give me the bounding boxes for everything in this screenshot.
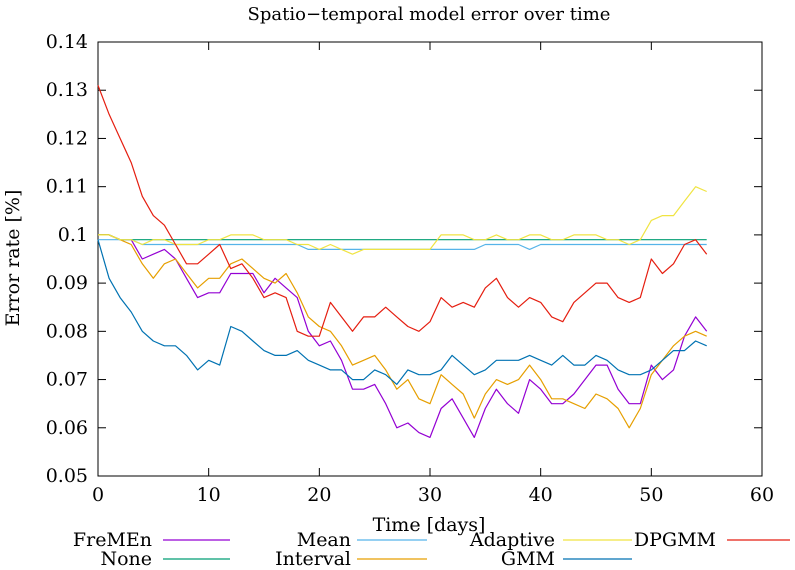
x-tick-label: 60 bbox=[750, 484, 774, 506]
legend-label-none: None bbox=[100, 548, 152, 570]
y-tick-label: 0.06 bbox=[46, 417, 88, 439]
y-tick-label: 0.09 bbox=[46, 272, 88, 294]
x-axis-ticks: 0 10 20 30 40 50 60 bbox=[92, 42, 774, 506]
x-tick-label: 0 bbox=[92, 484, 104, 506]
y-tick-label: 0.07 bbox=[46, 369, 88, 391]
series-line-interval bbox=[98, 234, 707, 429]
x-tick-label: 20 bbox=[307, 484, 331, 506]
series-lines bbox=[97, 85, 708, 438]
y-tick-label: 0.13 bbox=[46, 79, 88, 101]
chart-title: Spatio−temporal model error over time bbox=[248, 4, 611, 25]
legend-label-gmm: GMM bbox=[501, 548, 555, 570]
y-tick-label: 0.08 bbox=[46, 320, 88, 342]
y-tick-label: 0.05 bbox=[46, 465, 88, 487]
legend-label-fremen: FreMEn bbox=[73, 529, 152, 551]
y-tick-label: 0.12 bbox=[46, 127, 88, 149]
y-tick-label: 0.14 bbox=[46, 31, 88, 53]
legend-label-interval: Interval bbox=[275, 548, 351, 570]
y-tick-label: 0.11 bbox=[46, 176, 88, 198]
legend-label-dpgmm: DPGMM bbox=[634, 529, 716, 551]
y-tick-label: 0.1 bbox=[58, 224, 88, 246]
x-tick-label: 30 bbox=[418, 484, 442, 506]
x-axis-label: Time [days] bbox=[373, 514, 486, 536]
legend-label-adaptive: Adaptive bbox=[469, 529, 555, 551]
y-axis-ticks: 0.05 0.06 0.07 0.08 0.09 0.1 0.11 0.12 0.13 0.14 bbox=[46, 31, 762, 487]
legend-label-mean: Mean bbox=[297, 529, 351, 551]
series-line-dpgmm bbox=[97, 85, 708, 337]
series-line-fremen bbox=[98, 234, 708, 438]
series-line-adaptive bbox=[98, 186, 707, 255]
plot-area bbox=[97, 41, 763, 477]
series-line-none bbox=[98, 234, 707, 241]
series-line-gmm bbox=[97, 239, 707, 385]
plot-frame bbox=[97, 41, 763, 477]
x-tick-label: 50 bbox=[639, 484, 663, 506]
x-tick-label: 40 bbox=[529, 484, 553, 506]
y-axis-label: Error rate [%] bbox=[2, 190, 24, 327]
x-tick-label: 10 bbox=[197, 484, 221, 506]
